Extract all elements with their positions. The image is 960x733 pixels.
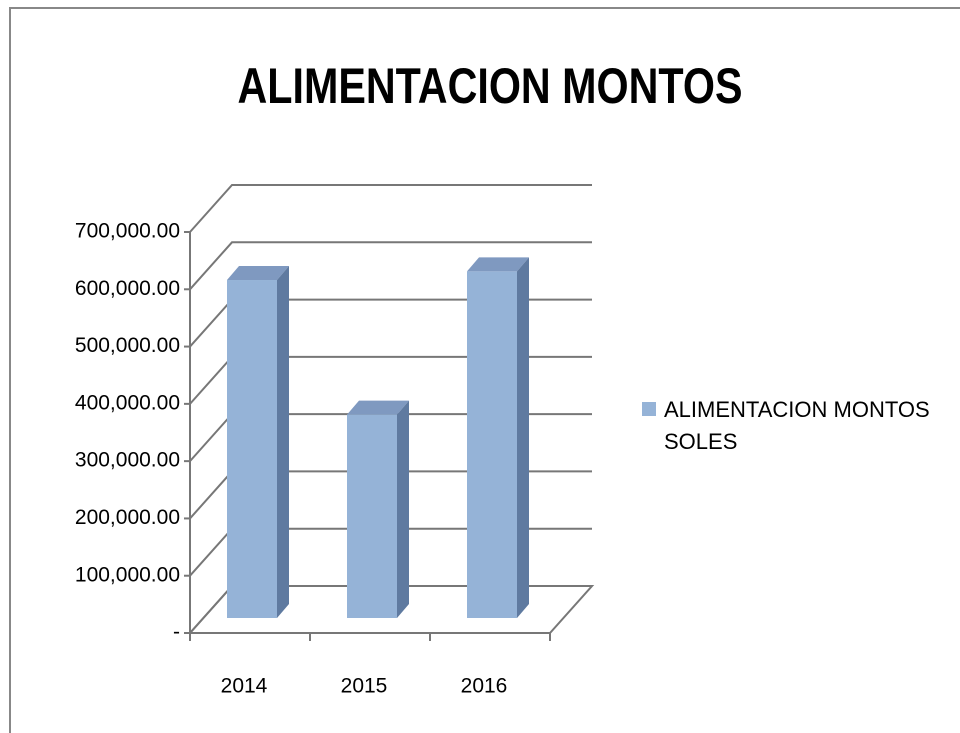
bar-side xyxy=(277,266,289,618)
y-tick-label: 700,000.00 xyxy=(75,220,180,243)
bar-side xyxy=(517,257,529,618)
bar xyxy=(227,266,289,618)
bar-front xyxy=(347,414,397,618)
y-tick-label: 100,000.00 xyxy=(75,563,180,586)
chart-title: ALIMENTACION MONTOS xyxy=(238,58,743,114)
bar-top xyxy=(227,266,289,281)
y-tick-label: 300,000.00 xyxy=(75,449,180,472)
x-tick-label: 2015 xyxy=(341,675,388,698)
y-tick-label: 500,000.00 xyxy=(75,334,180,357)
bar-front xyxy=(227,280,277,618)
legend-swatch xyxy=(642,402,656,416)
grid-line xyxy=(189,184,592,233)
y-tick-label: 400,000.00 xyxy=(75,391,180,414)
bar-side xyxy=(397,400,409,618)
bar xyxy=(347,400,409,618)
legend-label: ALIMENTACION MONTOS SOLES xyxy=(664,397,930,454)
y-tick-label: - xyxy=(173,621,180,644)
x-tick-label: 2014 xyxy=(221,675,268,698)
x-tick-label: 2016 xyxy=(461,675,508,698)
bar-top xyxy=(467,257,529,272)
bar-top xyxy=(347,400,409,415)
y-tick-label: 200,000.00 xyxy=(75,506,180,529)
grid-line xyxy=(189,241,592,290)
y-tick-label: 600,000.00 xyxy=(75,277,180,300)
bar xyxy=(467,257,529,618)
bar-front xyxy=(467,271,517,618)
